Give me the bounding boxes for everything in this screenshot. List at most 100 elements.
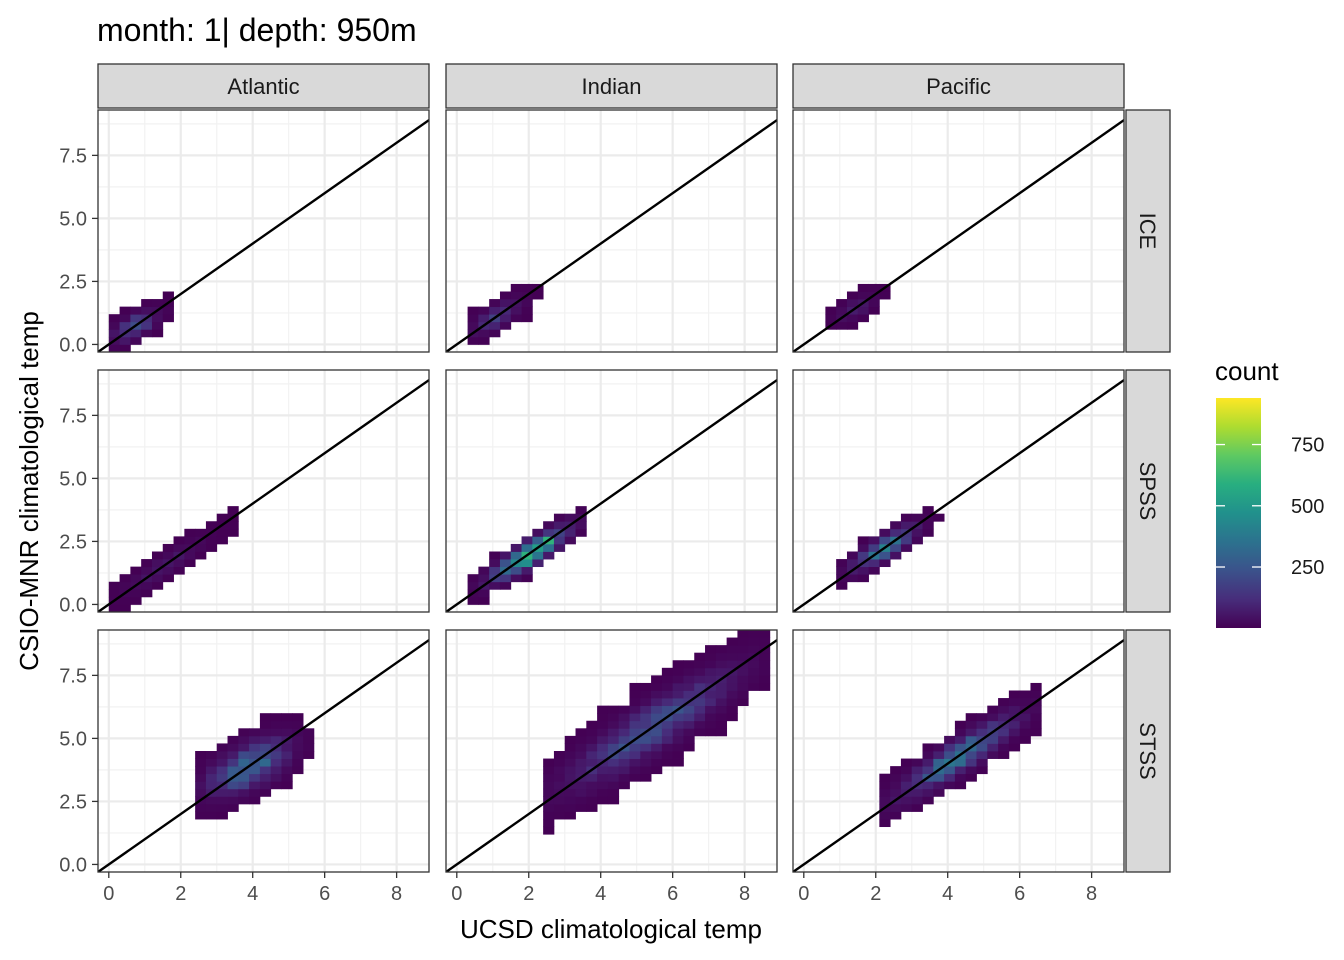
bin-tile: [715, 660, 728, 669]
bin-tile: [672, 675, 684, 684]
bin-tile: [651, 705, 663, 714]
bin-tile: [586, 773, 598, 782]
bin-tile: [478, 589, 490, 598]
bin-tile: [564, 766, 576, 775]
bin-tile: [694, 667, 706, 676]
bin-tile: [586, 796, 598, 805]
bin-tile: [119, 321, 131, 330]
bin-tile: [510, 543, 522, 552]
identity-line: [793, 119, 1124, 352]
bin-tile: [1008, 705, 1021, 714]
bin-tile: [846, 299, 859, 308]
bin-tile: [607, 796, 620, 805]
strip-atlantic: Atlantic: [97, 63, 430, 109]
bin-tile: [195, 758, 207, 767]
bin-tile: [173, 543, 185, 552]
bin-tile: [292, 751, 304, 759]
bin-tile: [216, 758, 228, 767]
bin-tile: [532, 536, 544, 545]
bin-tile: [857, 306, 869, 315]
bin-tile: [510, 291, 522, 300]
bin-tile: [715, 713, 728, 722]
bin-tile: [618, 705, 630, 714]
bin-tile: [249, 773, 261, 782]
bin-tile: [521, 566, 533, 575]
bin-tile: [661, 667, 674, 676]
bin-tile: [499, 551, 512, 560]
strip-background: [1125, 109, 1171, 353]
bin-tile: [890, 521, 902, 530]
bin-tile: [195, 551, 207, 560]
facet-panels: [97, 109, 1125, 873]
bin-tile: [543, 819, 555, 828]
bin-tile: [281, 751, 293, 759]
bin-tile: [683, 728, 695, 737]
bin-tile: [748, 637, 760, 646]
bin-tile: [998, 751, 1010, 759]
bin-tile: [683, 720, 695, 729]
bin-tile: [900, 543, 913, 552]
y-tick-label: 7.5: [59, 145, 87, 167]
bin-tile: [836, 559, 848, 568]
bin-tile: [564, 528, 576, 537]
bin-tile: [597, 743, 609, 752]
bin-tile: [195, 773, 207, 782]
bin-tile: [270, 766, 282, 775]
bin-tile: [467, 336, 479, 345]
bin-tile: [499, 559, 512, 568]
bin-tile: [879, 811, 891, 820]
bin-tile: [976, 743, 988, 752]
bin-tile: [737, 637, 749, 646]
bin-tile: [715, 645, 728, 654]
bin-tile: [553, 543, 566, 552]
bin-tile: [249, 766, 261, 775]
strip-spss: SPSS: [1125, 369, 1171, 613]
bin-tile: [868, 543, 880, 552]
bin-tile: [672, 690, 684, 699]
bin-tile: [922, 796, 934, 805]
bin-tile: [965, 766, 977, 775]
bin-tile: [879, 773, 891, 782]
bin-tile: [249, 728, 261, 737]
bin-tile: [227, 758, 239, 767]
bin-tile: [521, 299, 533, 308]
bin-tile: [543, 773, 555, 782]
bin-tile: [911, 513, 923, 522]
bin-tile: [879, 819, 891, 828]
y-tick-label: 0.0: [59, 594, 87, 616]
bin-tile: [227, 788, 239, 797]
bin-tile: [489, 306, 501, 315]
bin-tile: [694, 720, 706, 729]
bin-tile: [715, 690, 728, 699]
bin-tile: [238, 773, 250, 782]
bin-tile: [195, 781, 207, 790]
bin-tile: [575, 743, 587, 752]
bin-tile: [521, 306, 533, 315]
bin-tile: [683, 682, 695, 691]
bin-tile: [130, 314, 142, 323]
bin-tile: [510, 551, 522, 560]
bin-tile: [564, 788, 576, 797]
bin-tile: [976, 758, 988, 767]
bin-tile: [162, 543, 174, 552]
bin-tile: [597, 766, 609, 775]
bin-tile: [238, 781, 250, 790]
bin-tile: [281, 728, 293, 737]
bin-tile: [661, 720, 674, 729]
bin-tile: [1019, 690, 1031, 699]
bin-tile: [553, 751, 566, 759]
bin-tile: [467, 314, 479, 323]
bin-tile: [543, 758, 555, 767]
bin-tile: [640, 773, 652, 782]
bin-tile: [553, 781, 566, 790]
bin-tile: [489, 559, 501, 568]
bin-tile: [922, 751, 934, 759]
bin-tile: [868, 566, 880, 575]
bin-tile: [651, 735, 663, 744]
bin-tile: [672, 758, 684, 767]
strip-indian: Indian: [445, 63, 778, 109]
bin-tile: [726, 637, 738, 646]
bin-tile: [900, 766, 913, 775]
bin-tile: [195, 528, 207, 537]
bin-tile: [195, 811, 207, 820]
